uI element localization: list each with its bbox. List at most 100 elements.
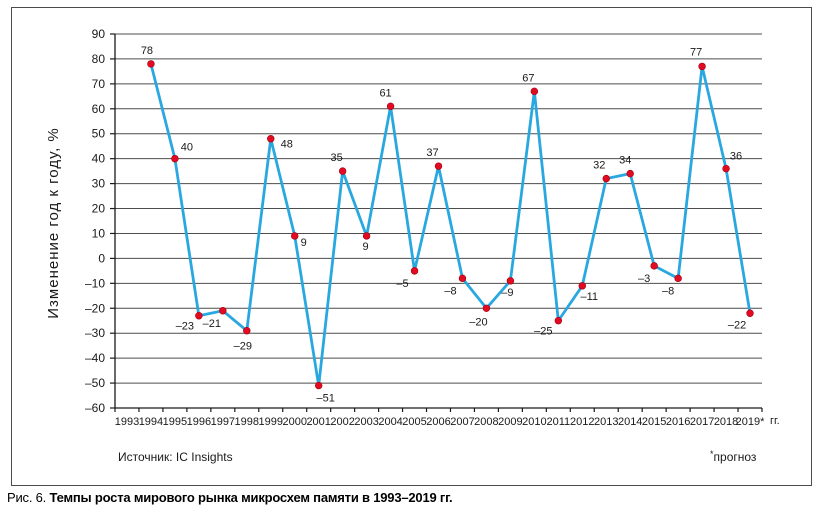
data-point-label: 34 (619, 155, 631, 167)
x-tick-label: 2016 (666, 416, 690, 428)
data-point-marker (314, 381, 323, 390)
data-point-label: 9 (301, 237, 307, 249)
data-point-marker (386, 102, 395, 111)
data-point-marker (650, 262, 658, 270)
x-tick-label: 2015 (642, 416, 666, 428)
data-point-marker (578, 282, 586, 290)
data-point-label: 32 (593, 160, 605, 172)
y-tick-label: 50 (92, 127, 106, 141)
data-point-marker (698, 62, 706, 71)
data-point-marker (195, 312, 203, 320)
source-label: Источник: IC Insights (118, 450, 233, 464)
x-tick-label: 1993 (115, 416, 139, 428)
y-axis-title: Изменение год к году, % (45, 127, 62, 319)
data-point-label: –11 (581, 291, 599, 303)
data-point-label: 40 (181, 142, 193, 154)
x-tick-label: 2003 (354, 416, 378, 428)
chart-frame: –60 –50 –40 –30 –20 –10 0 10 20 30 40 50 60 70 80 90 199… (11, 7, 812, 486)
x-tick-label: 2008 (474, 416, 498, 428)
data-point-marker (171, 154, 179, 163)
data-point-label: –51 (317, 393, 335, 405)
x-tick-label: 1995 (163, 416, 187, 428)
data-point-label: –21 (203, 318, 221, 330)
y-tick-label: –30 (85, 326, 105, 340)
data-point-marker (338, 167, 347, 175)
y-tick-label: 80 (92, 52, 106, 66)
data-point-marker (267, 135, 275, 143)
data-point-marker (458, 274, 467, 283)
data-point-marker (554, 317, 563, 325)
y-tick-label: 10 (92, 226, 106, 240)
data-point-label: –8 (444, 285, 456, 297)
y-tick-label: –10 (85, 276, 105, 290)
x-tick-label: 2019* (736, 416, 765, 428)
y-tick-label: 70 (92, 77, 106, 91)
data-point-label: 37 (426, 147, 438, 159)
data-point-label: 35 (331, 152, 343, 164)
y-tick-label: 0 (98, 251, 105, 265)
data-point-label: 78 (141, 45, 153, 57)
forecast-footnote: *прогноз (710, 449, 757, 464)
data-point-marker (410, 267, 419, 275)
data-point-label: –22 (728, 319, 746, 331)
y-tick-label: 40 (92, 152, 106, 166)
data-point-label: 9 (363, 241, 369, 253)
series-line (149, 62, 752, 387)
data-point-marker (602, 174, 610, 183)
x-tick-label: 1999 (259, 416, 283, 428)
y-tick-label: 30 (92, 177, 106, 191)
data-point-marker (674, 274, 682, 283)
memory-market-growth-line-chart: –60 –50 –40 –30 –20 –10 0 10 20 30 40 50 60 70 80 90 199… (85, 27, 765, 428)
data-point-label: –9 (501, 287, 513, 299)
data-point-label: 36 (730, 151, 742, 163)
figure-caption-number: Рис. 6. (7, 490, 47, 505)
x-tick-label: 1998 (235, 416, 259, 428)
data-point-marker (147, 60, 155, 68)
x-tick-label: 2000 (282, 416, 306, 428)
x-tick-label: 1997 (211, 416, 235, 428)
footnote-asterisk: * (710, 449, 714, 459)
data-point-label: –8 (662, 285, 674, 297)
x-tick-label: 2018 (714, 416, 738, 428)
x-tick-label: 2007 (450, 416, 474, 428)
x-tick-label: 2012 (570, 416, 594, 428)
y-tick-label: –20 (85, 301, 105, 315)
data-point-marker (362, 232, 371, 240)
y-tick-label: –60 (85, 401, 105, 415)
data-point-marker (626, 169, 634, 178)
data-point-marker (243, 327, 251, 335)
data-point-marker (434, 162, 443, 170)
data-point-marker (746, 309, 754, 317)
data-point-label: –25 (534, 326, 552, 338)
y-tick-label: 20 (92, 202, 106, 216)
data-point-label: –3 (638, 273, 650, 285)
data-point-label: –5 (396, 278, 408, 290)
x-tick-label: 2005 (402, 416, 426, 428)
x-tick-label: 2013 (594, 416, 618, 428)
y-tick-label: 60 (92, 102, 106, 116)
data-point-marker (219, 307, 227, 315)
data-point-marker (291, 232, 299, 240)
x-tick-label: 2001 (306, 416, 330, 428)
x-tick-label: 2004 (378, 416, 402, 428)
data-point-label: 48 (281, 139, 293, 151)
footnote-text: прогноз (713, 450, 757, 464)
data-point-label: –23 (176, 321, 194, 333)
x-tick-label: 2009 (498, 416, 522, 428)
x-tick-label: 2002 (330, 416, 354, 428)
data-point-label: –29 (234, 341, 252, 353)
x-tick-label: 1996 (187, 416, 211, 428)
data-point-marker (530, 87, 539, 96)
data-point-marker (506, 277, 515, 285)
figure-caption-title: Темпы роста мирового рынка микросхем пам… (49, 490, 453, 505)
data-point-marker (722, 164, 730, 173)
figure-caption: Рис. 6. Темпы роста мирового рынка микро… (7, 490, 453, 505)
x-tick-label: 2011 (546, 416, 570, 428)
data-point-label: –20 (469, 316, 487, 328)
x-tick-label: 1994 (139, 416, 163, 428)
x-axis-unit-label: гг. (770, 415, 780, 427)
data-point-label: 67 (522, 72, 534, 84)
x-tick-label: 2014 (618, 416, 642, 428)
y-tick-label: –50 (85, 376, 105, 390)
data-point-marker (482, 304, 491, 312)
